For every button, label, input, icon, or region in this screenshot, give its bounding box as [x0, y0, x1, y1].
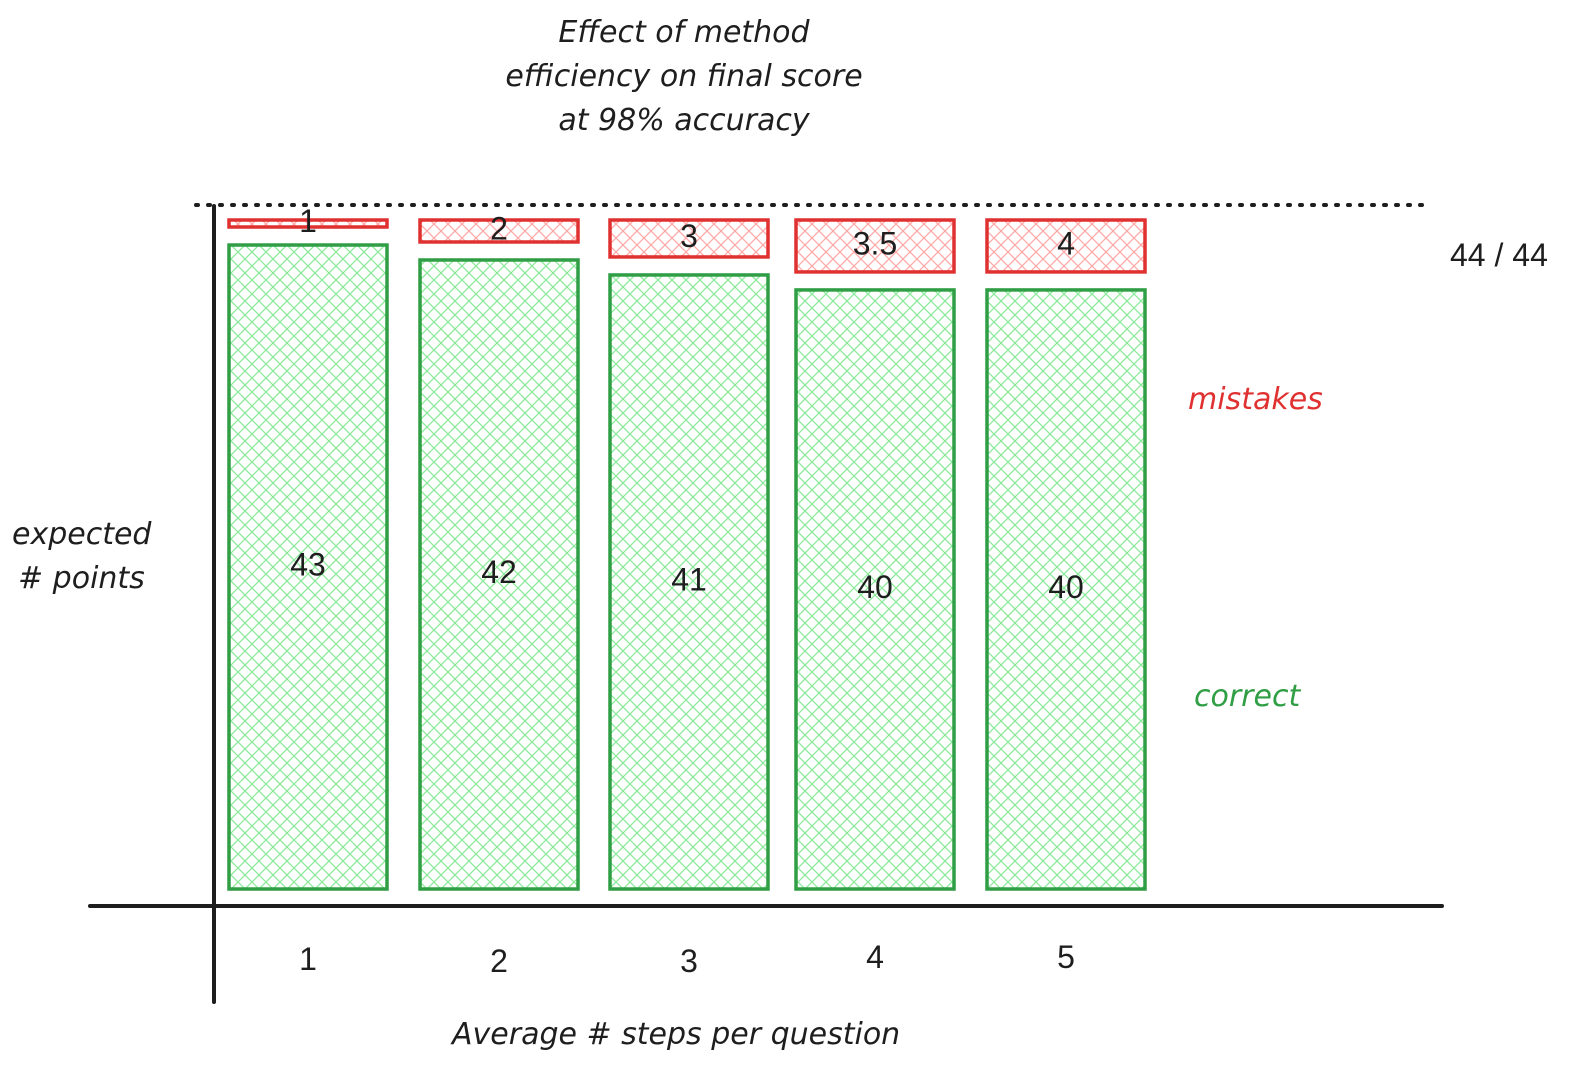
y-axis-label-line-2: # points: [18, 561, 145, 596]
bar-correct-2: 42: [418, 258, 580, 891]
bar-mistakes-label: 1: [299, 203, 317, 239]
x-tick-label-2: 2: [490, 943, 508, 979]
x-axis-label: Average # steps per question: [450, 1017, 900, 1052]
bar-correct-label: 40: [857, 569, 893, 605]
bar-mistakes-3: 3: [608, 218, 770, 259]
bar-correct-rect: [608, 273, 770, 891]
bar-mistakes-rect: [985, 218, 1147, 274]
bar-correct-rect: [418, 258, 580, 891]
bar-mistakes-rect: [227, 218, 389, 229]
x-tick-labels: 1 2 3 4 5: [299, 939, 1075, 979]
legend-correct: correct: [1194, 679, 1301, 714]
x-tick-label-5: 5: [1057, 939, 1075, 975]
bar-correct-1: 43: [227, 243, 389, 891]
bar-mistakes-2: 2: [418, 210, 580, 246]
y-axis-label: expected # points: [12, 517, 152, 596]
legend-mistakes: mistakes: [1188, 382, 1323, 417]
y-axis-label-line-1: expected: [12, 517, 152, 552]
chart-title-line-3: at 98% accuracy: [558, 103, 810, 138]
bars-group: 43 1 42 2 41 3 40 3.5 40 4: [227, 203, 1147, 891]
bar-mistakes-rect: [608, 218, 770, 259]
bar-correct-4: 40: [794, 288, 956, 891]
x-tick-label-3: 3: [680, 943, 698, 979]
bar-correct-rect: [227, 243, 389, 891]
bar-correct-rect: [794, 288, 956, 891]
bar-correct-5: 40: [985, 288, 1147, 891]
bar-mistakes-rect: [418, 218, 580, 244]
bar-mistakes-rect: [794, 218, 956, 274]
bar-mistakes-label: 3: [680, 218, 698, 254]
bar-mistakes-5: 4: [985, 218, 1147, 274]
max-reference-label: 44 / 44: [1450, 237, 1548, 273]
chart-title-line-2: efficiency on final score: [505, 59, 862, 94]
bar-mistakes-1: 1: [227, 203, 389, 239]
bar-correct-label: 43: [290, 546, 326, 582]
x-tick-label-1: 1: [299, 941, 317, 977]
chart-title: Effect of method efficiency on final sco…: [505, 15, 862, 138]
bar-mistakes-label: 4: [1057, 225, 1075, 261]
bar-mistakes-4: 3.5: [794, 218, 956, 274]
bar-mistakes-label: 2: [490, 210, 508, 246]
bar-correct-rect: [985, 288, 1147, 891]
x-tick-label-4: 4: [866, 939, 884, 975]
bar-correct-label: 41: [671, 561, 707, 597]
bar-correct-label: 40: [1048, 569, 1084, 605]
bar-correct-label: 42: [481, 554, 517, 590]
bar-mistakes-label: 3.5: [853, 225, 897, 261]
bar-correct-3: 41: [608, 273, 770, 891]
chart-title-line-1: Effect of method: [558, 15, 810, 50]
